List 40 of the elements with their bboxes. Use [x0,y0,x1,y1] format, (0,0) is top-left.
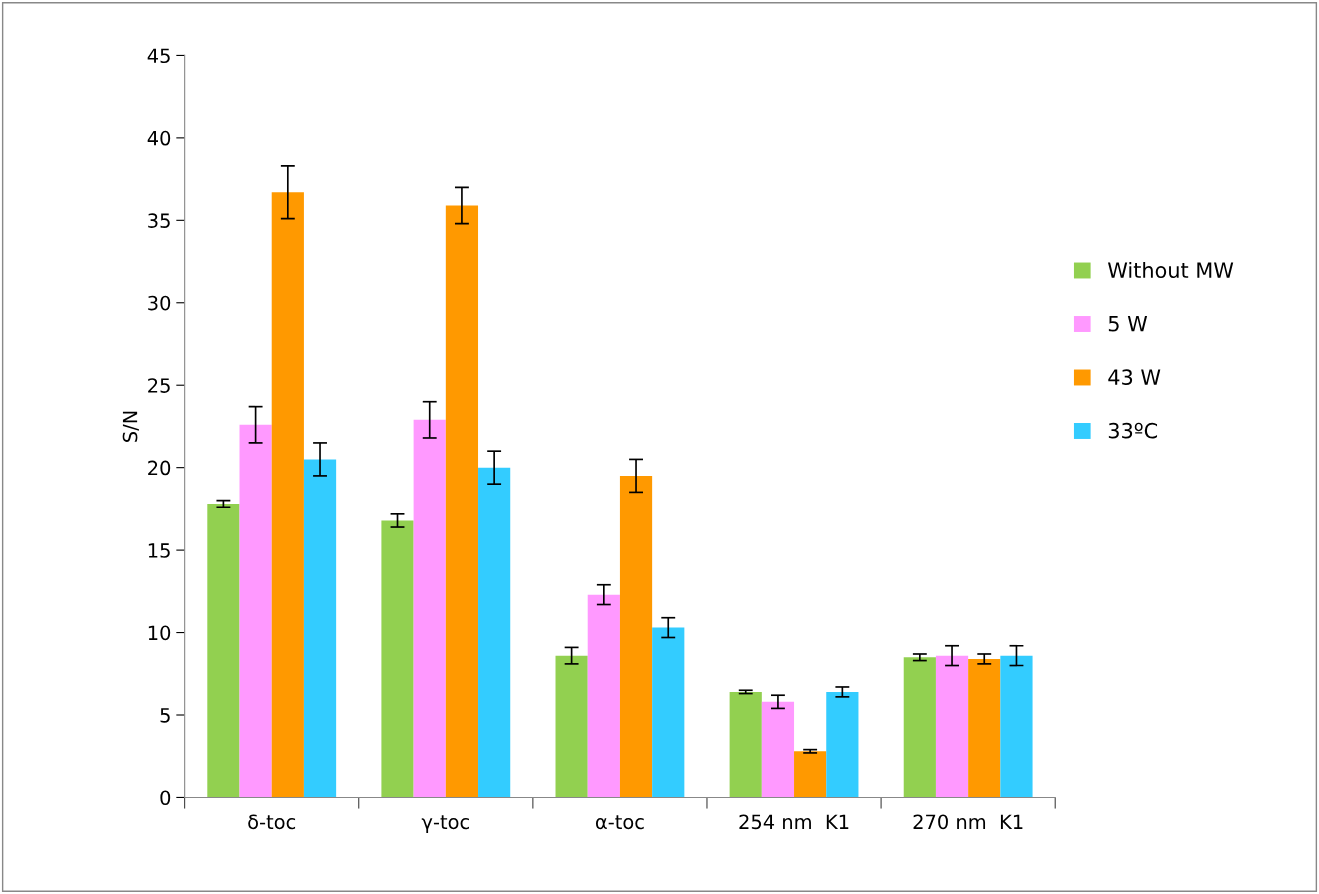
x-tick-label: δ-toc [248,814,296,830]
y-tick-label: 35 [148,213,170,228]
y-tick-label: 20 [148,460,171,476]
y-tick-label: 10 [148,625,171,641]
bar [826,691,859,798]
bar [381,520,414,798]
y-tick-label: 15 [148,543,170,558]
bar [207,503,240,798]
bar [478,467,511,798]
y-tick-label: 25 [148,378,170,393]
bar [271,192,304,798]
y-tick-label: 5 [160,708,170,723]
bar [555,655,588,798]
bar [1000,655,1033,798]
legend-label: 43 W [1108,369,1161,386]
y-tick-label: 0 [160,790,171,806]
bar [619,475,653,798]
legend-label: 33ºC [1108,422,1158,439]
bar [794,751,827,798]
y-tick-label: 45 [147,48,170,64]
bar [652,627,685,798]
y-tick-label: 40 [147,130,171,146]
bar [445,205,479,798]
bar [903,657,936,798]
legend-label: Without MW [1107,261,1234,279]
bar [968,658,1001,798]
bar [761,701,795,798]
bar [303,459,337,798]
y-axis-title: S/N [122,411,139,442]
x-tick-label: 254 nm K1 [739,814,849,830]
bar [239,424,272,798]
y-tick-label: 30 [148,295,171,311]
legend-label: 5 W [1108,316,1148,332]
bar [935,655,969,798]
x-tick-label: α-toc [595,815,644,830]
bar [413,419,446,798]
bar [729,691,762,798]
x-tick-label: 270 nm K1 [913,814,1023,830]
bar [587,594,620,798]
x-tick-label: γ-toc [421,815,469,833]
